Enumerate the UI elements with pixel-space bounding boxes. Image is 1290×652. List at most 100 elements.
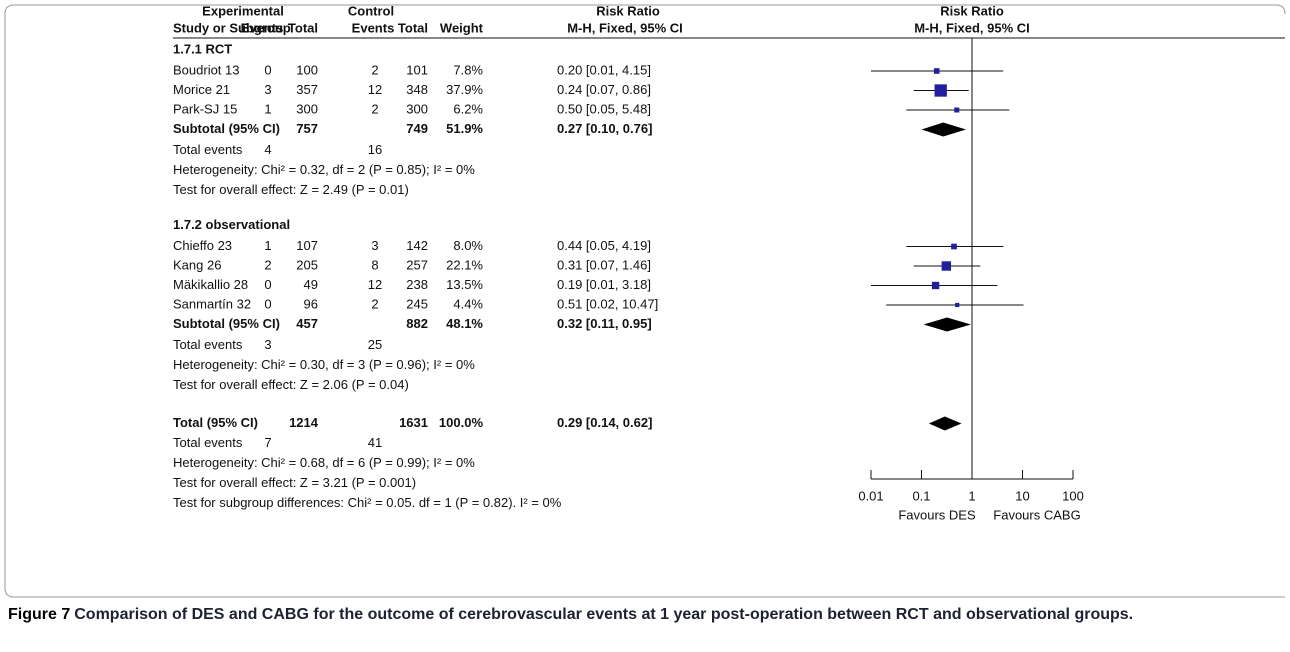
- risk-ratio: 0.31 [0.07, 1.46]: [557, 257, 651, 272]
- exp-events: 0: [264, 277, 271, 292]
- study-name: Sanmartín 32: [173, 296, 251, 311]
- exp-total: 357: [296, 82, 318, 97]
- exp-total: 1214: [289, 415, 319, 430]
- exp-events: 0: [264, 62, 271, 77]
- effect-square: [951, 243, 957, 250]
- exp-events: 0: [264, 296, 271, 311]
- group-title: 1.7.1 RCT: [173, 41, 232, 56]
- exp-total: 205: [296, 257, 318, 272]
- x-tick-label: 10: [1015, 488, 1029, 503]
- pooled-diamond: [921, 122, 966, 137]
- weight: 4.4%: [453, 296, 483, 311]
- ctl-events: 2: [371, 62, 378, 77]
- study-name: Boudriot 13: [173, 62, 240, 77]
- ctl-total: 348: [406, 82, 428, 97]
- study-name: Park-SJ 15: [173, 101, 237, 116]
- subgroup-test: Test for subgroup differences: Chi² = 0.…: [173, 495, 562, 510]
- column-header: Weight: [440, 20, 484, 35]
- study-name: Kang 26: [173, 257, 221, 272]
- exp-events: 1: [264, 101, 271, 116]
- ctl-total: 749: [406, 121, 428, 136]
- ctl-total: 1631: [399, 415, 428, 430]
- study-name: Morice 21: [173, 82, 230, 97]
- header-group: Risk Ratio: [940, 3, 1004, 18]
- exp-total: 300: [296, 101, 318, 116]
- column-header: Total: [398, 20, 428, 35]
- risk-ratio: 0.32 [0.11, 0.95]: [557, 316, 652, 331]
- column-header: Study or Subgroup: [173, 20, 291, 35]
- ctl-events: 8: [371, 257, 378, 272]
- ctl-total: 245: [406, 296, 428, 311]
- x-tick-label: 0.1: [912, 488, 930, 503]
- risk-ratio: 0.19 [0.01, 3.18]: [557, 277, 651, 292]
- total-events-exp: 4: [264, 142, 271, 157]
- heterogeneity: Heterogeneity: Chi² = 0.30, df = 3 (P = …: [173, 357, 475, 372]
- pooled-diamond: [928, 416, 962, 431]
- risk-ratio: 0.20 [0.01, 4.15]: [557, 62, 651, 77]
- weight: 100.0%: [439, 415, 484, 430]
- ctl-events: 2: [371, 101, 378, 116]
- ctl-events: 12: [368, 82, 382, 97]
- x-tick-label: 0.01: [858, 488, 883, 503]
- total-events-exp: 7: [264, 435, 271, 450]
- pooled-name: Subtotal (95% CI): [173, 316, 280, 331]
- weight: 37.9%: [446, 82, 483, 97]
- risk-ratio: 0.50 [0.05, 5.48]: [557, 101, 651, 116]
- caption-text: Comparison of DES and CABG for the outco…: [74, 606, 1134, 623]
- group-title: 1.7.2 observational: [173, 217, 290, 232]
- ctl-events: 2: [371, 296, 378, 311]
- weight: 48.1%: [446, 316, 483, 331]
- total-events-ctl: 16: [368, 142, 382, 157]
- pooled-diamond: [923, 317, 971, 332]
- ctl-total: 238: [406, 277, 428, 292]
- study-name: Chieffo 23: [173, 238, 232, 253]
- exp-total: 107: [296, 238, 318, 253]
- overall-effect: Test for overall effect: Z = 2.06 (P = 0…: [173, 377, 409, 392]
- column-header: M-H, Fixed, 95% CI: [914, 20, 1030, 35]
- figure-frame: [4, 4, 1286, 598]
- x-tick-label: 100: [1062, 488, 1084, 503]
- exp-total: 457: [296, 316, 318, 331]
- total-events-label: Total events: [173, 142, 243, 157]
- ctl-total: 257: [406, 257, 428, 272]
- risk-ratio: 0.27 [0.10, 0.76]: [557, 121, 652, 136]
- x-tick-label: 1: [968, 488, 975, 503]
- ctl-events: 12: [368, 277, 382, 292]
- exp-events: 2: [264, 257, 271, 272]
- weight: 6.2%: [453, 101, 483, 116]
- ctl-events: 3: [371, 238, 378, 253]
- exp-total: 49: [304, 277, 318, 292]
- exp-total: 100: [296, 62, 318, 77]
- effect-square: [934, 84, 947, 97]
- pooled-name: Total (95% CI): [173, 415, 258, 430]
- exp-total: 96: [304, 296, 318, 311]
- weight: 51.9%: [446, 121, 483, 136]
- pooled-name: Subtotal (95% CI): [173, 121, 280, 136]
- column-header: Events: [352, 20, 395, 35]
- weight: 8.0%: [453, 238, 483, 253]
- total-events-label: Total events: [173, 435, 243, 450]
- effect-square: [954, 107, 960, 113]
- ctl-total: 101: [406, 62, 428, 77]
- effect-square: [931, 281, 940, 290]
- ctl-total: 882: [406, 316, 428, 331]
- column-header: M-H, Fixed, 95% CI: [567, 20, 683, 35]
- exp-events: 1: [264, 238, 271, 253]
- favours-right: Favours CABG: [993, 507, 1080, 522]
- caption-label: Figure 7: [8, 606, 71, 623]
- header-group: Experimental: [202, 3, 284, 18]
- risk-ratio: 0.29 [0.14, 0.62]: [557, 415, 652, 430]
- heterogeneity: Heterogeneity: Chi² = 0.32, df = 2 (P = …: [173, 162, 475, 177]
- weight: 7.8%: [453, 62, 483, 77]
- column-header: Events: [241, 20, 284, 35]
- exp-total: 757: [296, 121, 318, 136]
- effect-square: [941, 261, 952, 271]
- total-events-label: Total events: [173, 337, 243, 352]
- caption: Figure 7 Comparison of DES and CABG for t…: [8, 604, 1278, 626]
- overall-effect: Test for overall effect: Z = 3.21 (P = 0…: [173, 475, 416, 490]
- risk-ratio: 0.44 [0.05, 4.19]: [557, 238, 651, 253]
- ctl-total: 142: [406, 238, 428, 253]
- header-group: Control: [348, 3, 394, 18]
- ctl-total: 300: [406, 101, 428, 116]
